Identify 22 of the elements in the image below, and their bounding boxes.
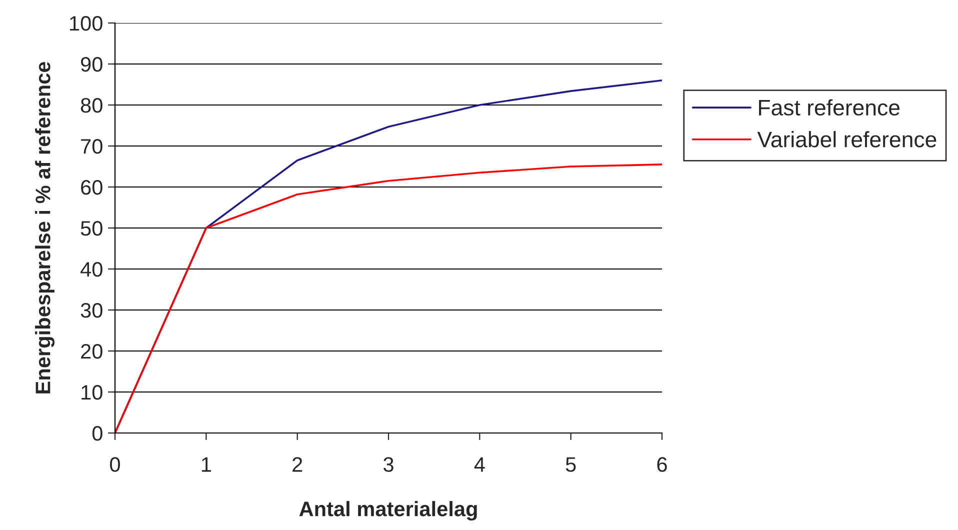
y-tick-label: 80	[80, 98, 102, 113]
x-axis-title: Antal materialelag	[299, 501, 477, 521]
x-tick-label: 4	[474, 457, 485, 472]
x-tick-label: 3	[384, 457, 394, 472]
y-tick-label: 70	[81, 139, 102, 154]
y-tick-label: 90	[81, 57, 102, 72]
x-tick-label: 6	[657, 457, 667, 472]
y-tick-label: 60	[81, 180, 102, 195]
x-tick-label: 1	[202, 457, 211, 472]
y-tick-label: 0	[92, 426, 102, 441]
y-tick-label: 10	[82, 385, 102, 400]
legend-label: Variabel reference	[757, 131, 936, 148]
y-tick-label: 50	[80, 221, 102, 236]
x-tick-label: 0	[110, 457, 120, 472]
y-tick-label: 40	[80, 262, 102, 277]
y-tick-label: 30	[80, 303, 102, 318]
x-tick-label: 5	[566, 457, 576, 472]
legend-label: Fast reference	[759, 99, 900, 116]
y-tick-label: 100	[70, 16, 102, 31]
x-tick-label: 2	[292, 457, 302, 472]
y-axis-title: Energibesparelse i % af reference	[35, 62, 55, 394]
y-tick-label: 20	[81, 344, 102, 359]
